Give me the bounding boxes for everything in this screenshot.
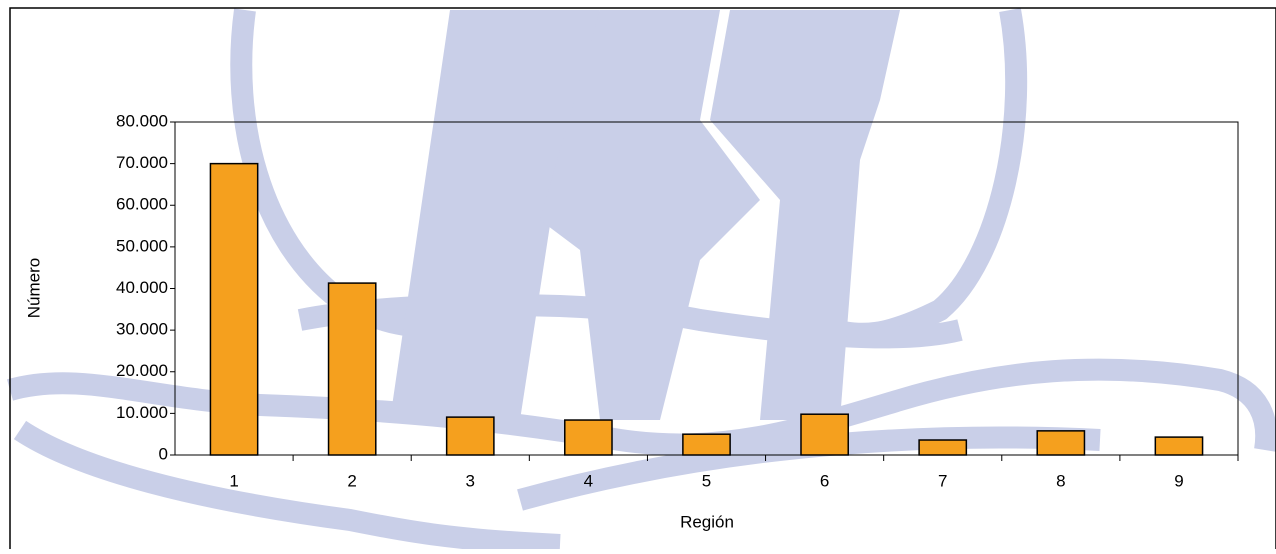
bar	[445, 416, 495, 456]
y-tick-label: 10.000	[116, 403, 168, 422]
x-tick-label: 4	[584, 471, 593, 490]
x-tick-label: 3	[466, 471, 475, 490]
x-axis-label: Región	[680, 512, 734, 531]
y-tick-label: 80.000	[116, 111, 168, 130]
y-tick-label: 0	[159, 444, 168, 463]
y-axis-label: Número	[24, 258, 43, 318]
x-tick-label: 9	[1174, 471, 1183, 490]
bar	[800, 413, 849, 456]
bar	[564, 419, 613, 456]
y-tick-label: 70.000	[116, 153, 168, 172]
bar	[1036, 430, 1086, 456]
bar	[1154, 436, 1204, 456]
bar	[918, 439, 968, 456]
x-tick-label: 8	[1056, 471, 1065, 490]
y-tick-label: 40.000	[116, 278, 168, 297]
y-tick-label: 30.000	[116, 320, 168, 339]
bar	[209, 162, 259, 456]
x-tick-label: 7	[938, 471, 947, 490]
y-tick-label: 50.000	[116, 236, 168, 255]
x-tick-label: 2	[347, 471, 356, 490]
x-tick-label: 1	[229, 471, 238, 490]
x-tick-label: 5	[702, 471, 711, 490]
bar	[327, 282, 377, 456]
y-tick-label: 60.000	[116, 195, 168, 214]
bar	[682, 433, 731, 456]
y-tick-label: 20.000	[116, 361, 168, 380]
watermark-figures	[390, 10, 900, 420]
x-tick-label: 6	[820, 471, 829, 490]
